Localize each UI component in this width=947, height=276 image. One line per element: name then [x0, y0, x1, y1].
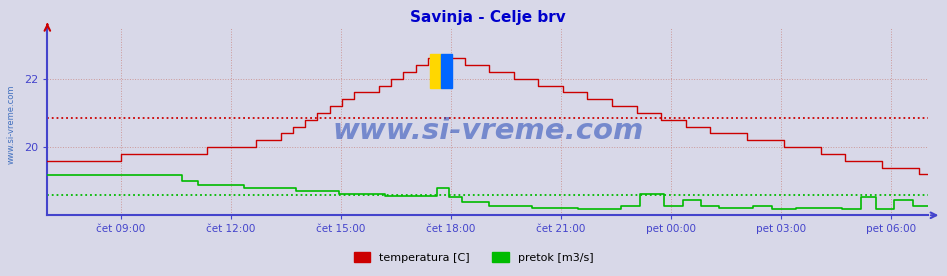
Legend: temperatura [C], pretok [m3/s]: temperatura [C], pretok [m3/s]: [349, 248, 598, 268]
Text: www.si-vreme.com: www.si-vreme.com: [7, 84, 16, 164]
Title: Savinja - Celje brv: Savinja - Celje brv: [410, 10, 565, 25]
Bar: [431, 54, 441, 88]
Text: www.si-vreme.com: www.si-vreme.com: [332, 117, 643, 145]
Bar: [441, 54, 452, 88]
